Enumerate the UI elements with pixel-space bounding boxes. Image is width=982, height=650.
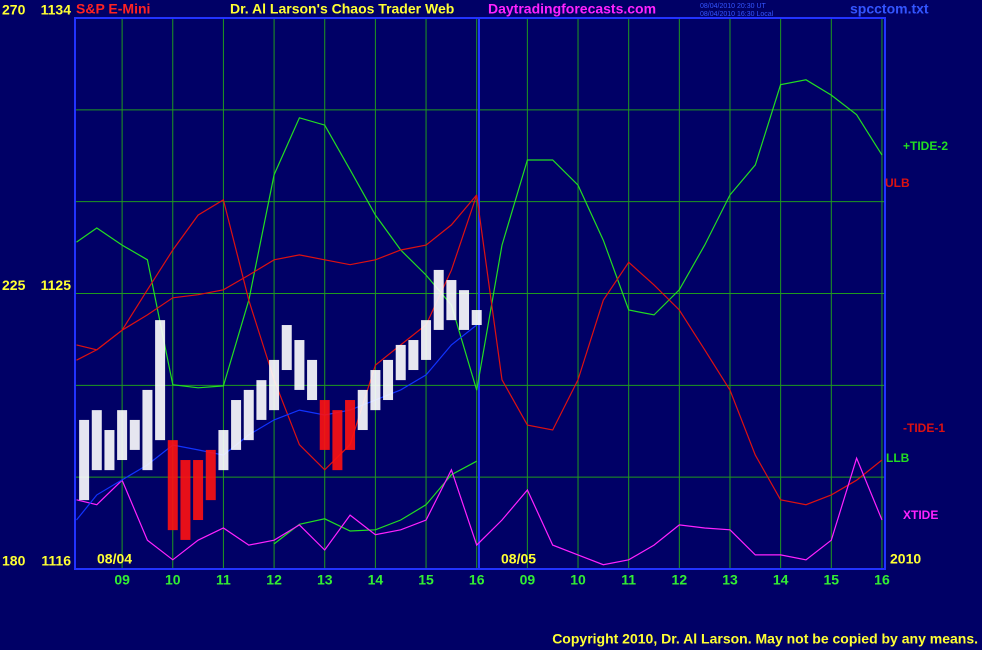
x-tick-label: 10 — [570, 572, 586, 588]
price-bar — [180, 460, 191, 540]
series-line — [76, 194, 478, 351]
y-tick-label: 1134 — [41, 2, 72, 18]
price-bar — [117, 410, 128, 461]
price-bar — [256, 380, 267, 420]
x-tick-label: 11 — [621, 572, 636, 588]
marks — [76, 79, 883, 566]
chart-title: Dr. Al Larson's Chaos Trader Web — [230, 1, 454, 17]
price-bar — [357, 389, 368, 431]
x-tick-label: 14 — [773, 572, 789, 588]
copyright: Copyright 2010, Dr. Al Larson. May not b… — [552, 631, 978, 647]
y2-tick-label: 225 — [2, 277, 26, 293]
x-tick-label: 09 — [520, 572, 536, 588]
y-tick-label: 1125 — [41, 277, 72, 293]
price-bar — [408, 340, 419, 371]
x-tick-label: 16 — [469, 572, 485, 588]
source-url: Daytradingforecasts.com — [488, 1, 656, 17]
price-bar — [471, 310, 482, 326]
day-label: 08/04 — [97, 551, 132, 567]
price-bar — [319, 400, 330, 450]
price-bar — [243, 389, 254, 441]
price-bar — [167, 440, 178, 531]
series-line — [76, 324, 478, 521]
price-bar — [421, 320, 432, 360]
price-bar — [433, 269, 444, 330]
series-label: ULB — [885, 176, 910, 190]
timestamp: 08/04/2010 20:30 UT — [700, 3, 766, 10]
series-label: -TIDE-1 — [903, 421, 945, 435]
series-line — [76, 79, 883, 391]
y2-tick-label: 180 — [2, 553, 26, 569]
price-bar — [269, 359, 280, 411]
series-line — [76, 456, 883, 566]
series-label: LLB — [886, 451, 910, 465]
price-bar — [307, 359, 318, 401]
series-line — [76, 194, 883, 506]
x-tick-label: 13 — [317, 572, 333, 588]
price-bar — [395, 344, 406, 381]
timestamp: 08/04/2010 16:30 Local — [700, 11, 774, 18]
x-tick-label: 14 — [368, 572, 384, 588]
price-bar — [446, 280, 457, 321]
price-bar — [345, 400, 356, 450]
price-bar — [104, 430, 115, 471]
x-tick-label: 12 — [266, 572, 282, 588]
x-tick-label: 16 — [874, 572, 890, 588]
price-bar — [155, 320, 166, 441]
price-bar — [91, 410, 102, 471]
price-bar — [142, 389, 153, 471]
price-bar — [205, 449, 216, 501]
price-bar — [218, 430, 229, 471]
day-label: 08/05 — [501, 551, 536, 567]
year-label: 2010 — [890, 551, 921, 567]
y2-tick-label: 270 — [2, 2, 26, 18]
price-bar — [281, 325, 292, 371]
x-tick-label: 15 — [824, 572, 840, 588]
series-line — [273, 460, 477, 545]
price-bar — [370, 370, 381, 411]
file-name: spcctom.txt — [850, 1, 929, 17]
x-tick-label: 09 — [114, 572, 130, 588]
price-bar — [79, 419, 90, 501]
subtitle: S&P E-Mini — [76, 1, 150, 17]
x-tick-label: 11 — [216, 572, 231, 588]
price-bar — [231, 400, 242, 450]
price-bar — [294, 340, 305, 390]
price-bar — [129, 419, 140, 450]
x-tick-label: 15 — [418, 572, 434, 588]
price-bar — [459, 290, 470, 330]
price-bar — [332, 410, 343, 471]
y-tick-label: 1116 — [41, 553, 71, 569]
x-tick-label: 13 — [722, 572, 738, 588]
series-label: XTIDE — [903, 508, 938, 522]
series-label: +TIDE-2 — [903, 139, 948, 153]
price-bar — [193, 460, 204, 521]
price-bar — [383, 359, 394, 401]
x-tick-label: 10 — [165, 572, 181, 588]
x-tick-label: 12 — [672, 572, 688, 588]
